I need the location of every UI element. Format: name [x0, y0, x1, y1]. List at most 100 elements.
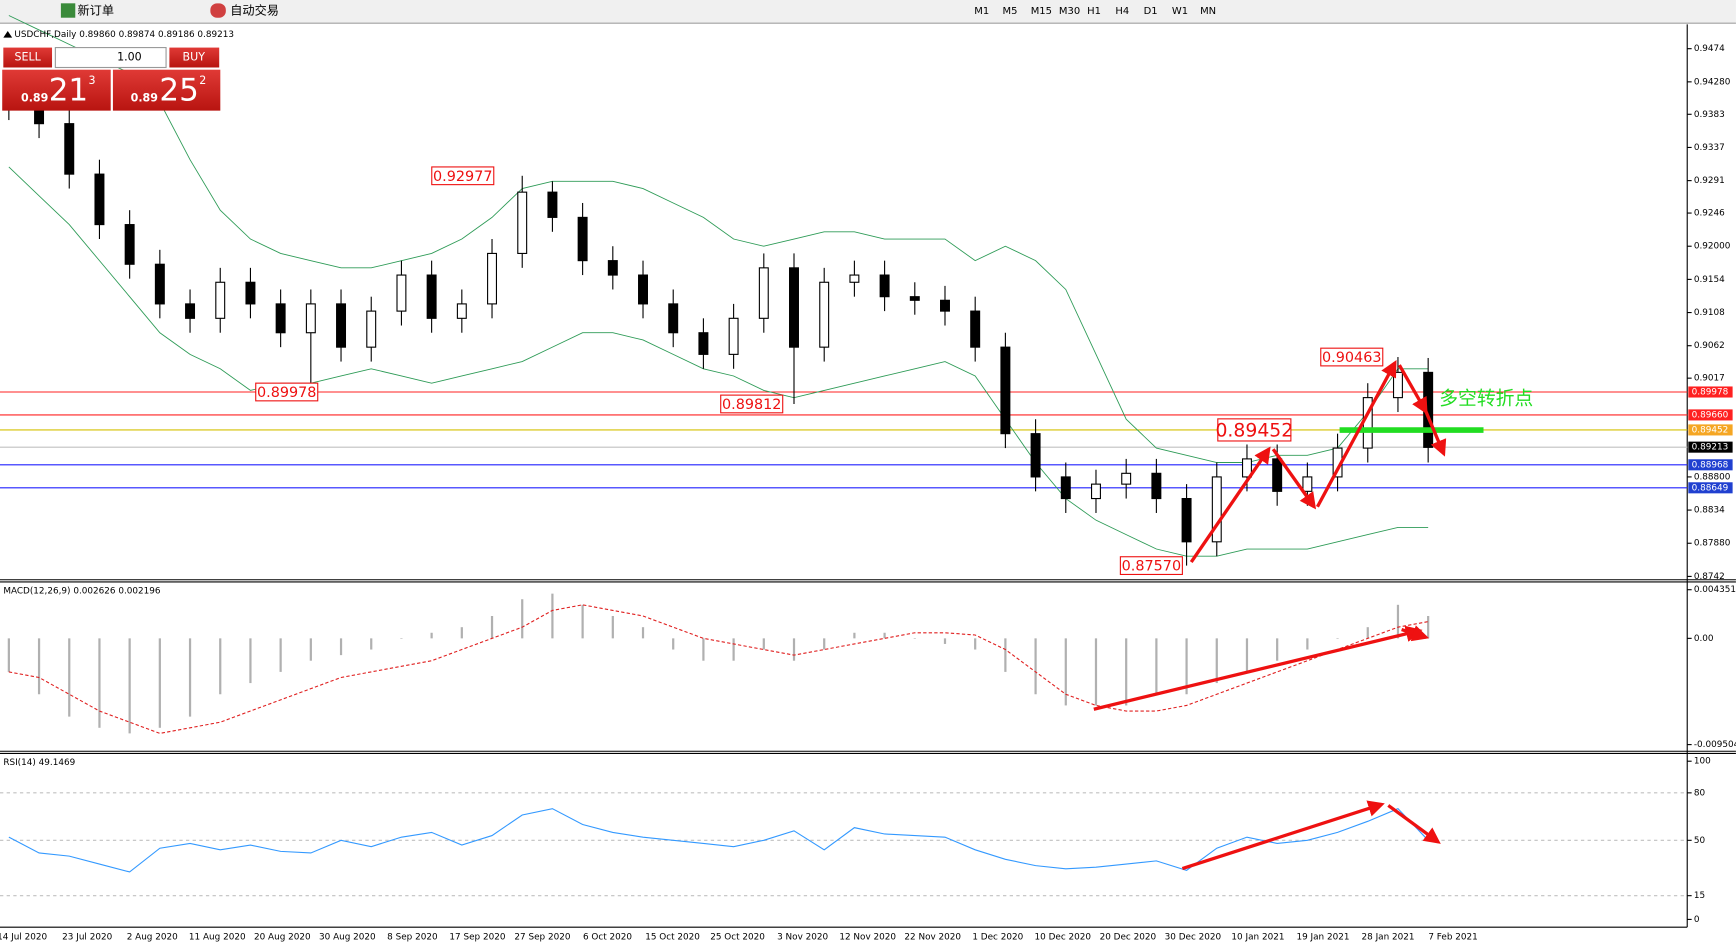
candle-body — [789, 267, 799, 348]
macd-title: MACD(12,26,9) 0.002626 0.002196 — [3, 586, 161, 596]
sell-label[interactable]: SELL — [15, 51, 42, 64]
x-tick-label: 30 Dec 2020 — [1165, 933, 1222, 943]
y-tick-label: 0 — [1694, 915, 1700, 925]
buy-price-small: 2 — [199, 74, 206, 87]
buy-price-prefix: 0.89 — [131, 91, 158, 104]
y-tick-label: 0.9291 — [1694, 176, 1725, 186]
macd-bar — [943, 638, 947, 644]
candle-body — [970, 310, 981, 348]
timeframe-button[interactable]: D1 — [1144, 6, 1158, 17]
turning-point-label: 多空转折点 — [1439, 388, 1533, 410]
candle-body — [245, 281, 256, 305]
sell-price-prefix: 0.89 — [21, 91, 48, 104]
collapse-icon[interactable] — [3, 30, 13, 38]
timeframe-button[interactable]: M30 — [1059, 6, 1080, 17]
arrow — [1181, 800, 1385, 871]
macd-bar — [641, 627, 645, 639]
macd-bar — [1245, 638, 1249, 672]
timeframe-button[interactable]: W1 — [1172, 6, 1188, 17]
level-label-box — [1688, 386, 1733, 398]
auto-trading-button[interactable]: 自动交易 — [230, 3, 279, 18]
timeframe-button[interactable]: H1 — [1087, 6, 1101, 17]
sell-button[interactable] — [3, 47, 53, 68]
auto-trading-icon[interactable] — [210, 3, 226, 18]
y-tick-label: 0.9474 — [1694, 44, 1725, 54]
x-tick-label: 10 Jan 2021 — [1231, 933, 1284, 943]
candle-body — [819, 281, 830, 348]
x-tick-label: 27 Sep 2020 — [514, 933, 570, 943]
macd-bar — [1094, 638, 1098, 706]
x-tick-label: 2 Aug 2020 — [127, 933, 178, 943]
y-tick-label: 0.9108 — [1694, 308, 1725, 318]
macd-bar — [1396, 604, 1400, 639]
candle-body — [849, 274, 860, 283]
sell-price-small: 3 — [89, 74, 96, 87]
arrow — [1271, 448, 1317, 510]
arrow — [1387, 804, 1441, 844]
candle-body — [154, 263, 165, 305]
candle-body — [940, 299, 950, 312]
y-tick-label: 0.9062 — [1694, 341, 1725, 351]
band-upper — [8, 15, 1429, 463]
candle-body — [275, 303, 286, 334]
level-label: 0.89660 — [1692, 410, 1729, 420]
arrow — [1401, 625, 1430, 642]
new-order-icon[interactable] — [60, 3, 76, 18]
buy-label[interactable]: BUY — [183, 51, 206, 64]
toolbar — [0, 0, 1736, 24]
price-annotation: 0.89978 — [257, 385, 316, 401]
y-tick-label: 0.9383 — [1694, 110, 1725, 120]
candle-body — [426, 274, 437, 319]
timeframe-button[interactable]: M5 — [1002, 6, 1017, 17]
macd-bar — [400, 638, 403, 639]
macd-bar — [1215, 638, 1218, 684]
candle-body — [124, 224, 135, 265]
y-tick-label: 0.9017 — [1694, 374, 1725, 384]
price-annotation: 0.89812 — [722, 397, 781, 413]
price-annotation: 0.87570 — [1122, 559, 1181, 575]
timeframe-button[interactable]: M1 — [974, 6, 989, 17]
timeframe-button[interactable]: MN — [1200, 6, 1216, 17]
x-tick-label: 10 Dec 2020 — [1035, 933, 1092, 943]
lot-input[interactable] — [54, 47, 167, 69]
macd-bar — [581, 604, 584, 639]
macd-bar — [309, 638, 312, 661]
trend-arrows — [1093, 359, 1447, 871]
macd-bar — [1034, 638, 1037, 695]
macd-bar — [611, 615, 614, 639]
macd-bar — [1427, 615, 1430, 639]
chart-area — [0, 24, 1736, 946]
sell-price-box[interactable] — [2, 69, 111, 111]
macd-bar — [98, 638, 101, 728]
macd-bar — [490, 615, 494, 639]
buy-button[interactable] — [169, 47, 220, 68]
y-tick-label: 50 — [1694, 836, 1706, 846]
macd-bar — [1125, 638, 1128, 706]
macd-bar — [1366, 627, 1369, 639]
x-tick-label: 20 Aug 2020 — [254, 933, 311, 943]
candle-body — [1241, 458, 1252, 478]
candle-body — [185, 303, 196, 319]
x-tick-label: 12 Nov 2020 — [839, 933, 896, 943]
x-tick-label: 3 Nov 2020 — [777, 933, 828, 943]
candle-body — [547, 191, 558, 218]
lot-value[interactable]: 1.00 — [117, 51, 142, 64]
x-tick-label: 22 Nov 2020 — [904, 933, 961, 943]
candle-body — [517, 191, 528, 254]
plot: M1 M5 M15 M30 H1 H4 D1 W1 MN 14 Jul 2020 23 Jul 20… — [0, 6, 1736, 943]
timeframe-button[interactable]: M15 — [1031, 6, 1052, 17]
buy-price-box[interactable] — [112, 69, 221, 111]
macd-bar — [1276, 638, 1279, 661]
macd-bar — [1004, 638, 1007, 672]
macd-bar — [7, 638, 10, 672]
level-label-box — [1688, 482, 1733, 494]
timeframe-button[interactable]: H4 — [1115, 6, 1129, 17]
new-order-button[interactable]: 新订单 — [77, 3, 113, 18]
y-tick-label: 0.9337 — [1694, 143, 1725, 153]
candle-body — [1272, 458, 1283, 492]
x-tick-label: 15 Oct 2020 — [645, 933, 700, 943]
macd-bar — [370, 638, 373, 650]
macd-bar — [1306, 638, 1309, 650]
